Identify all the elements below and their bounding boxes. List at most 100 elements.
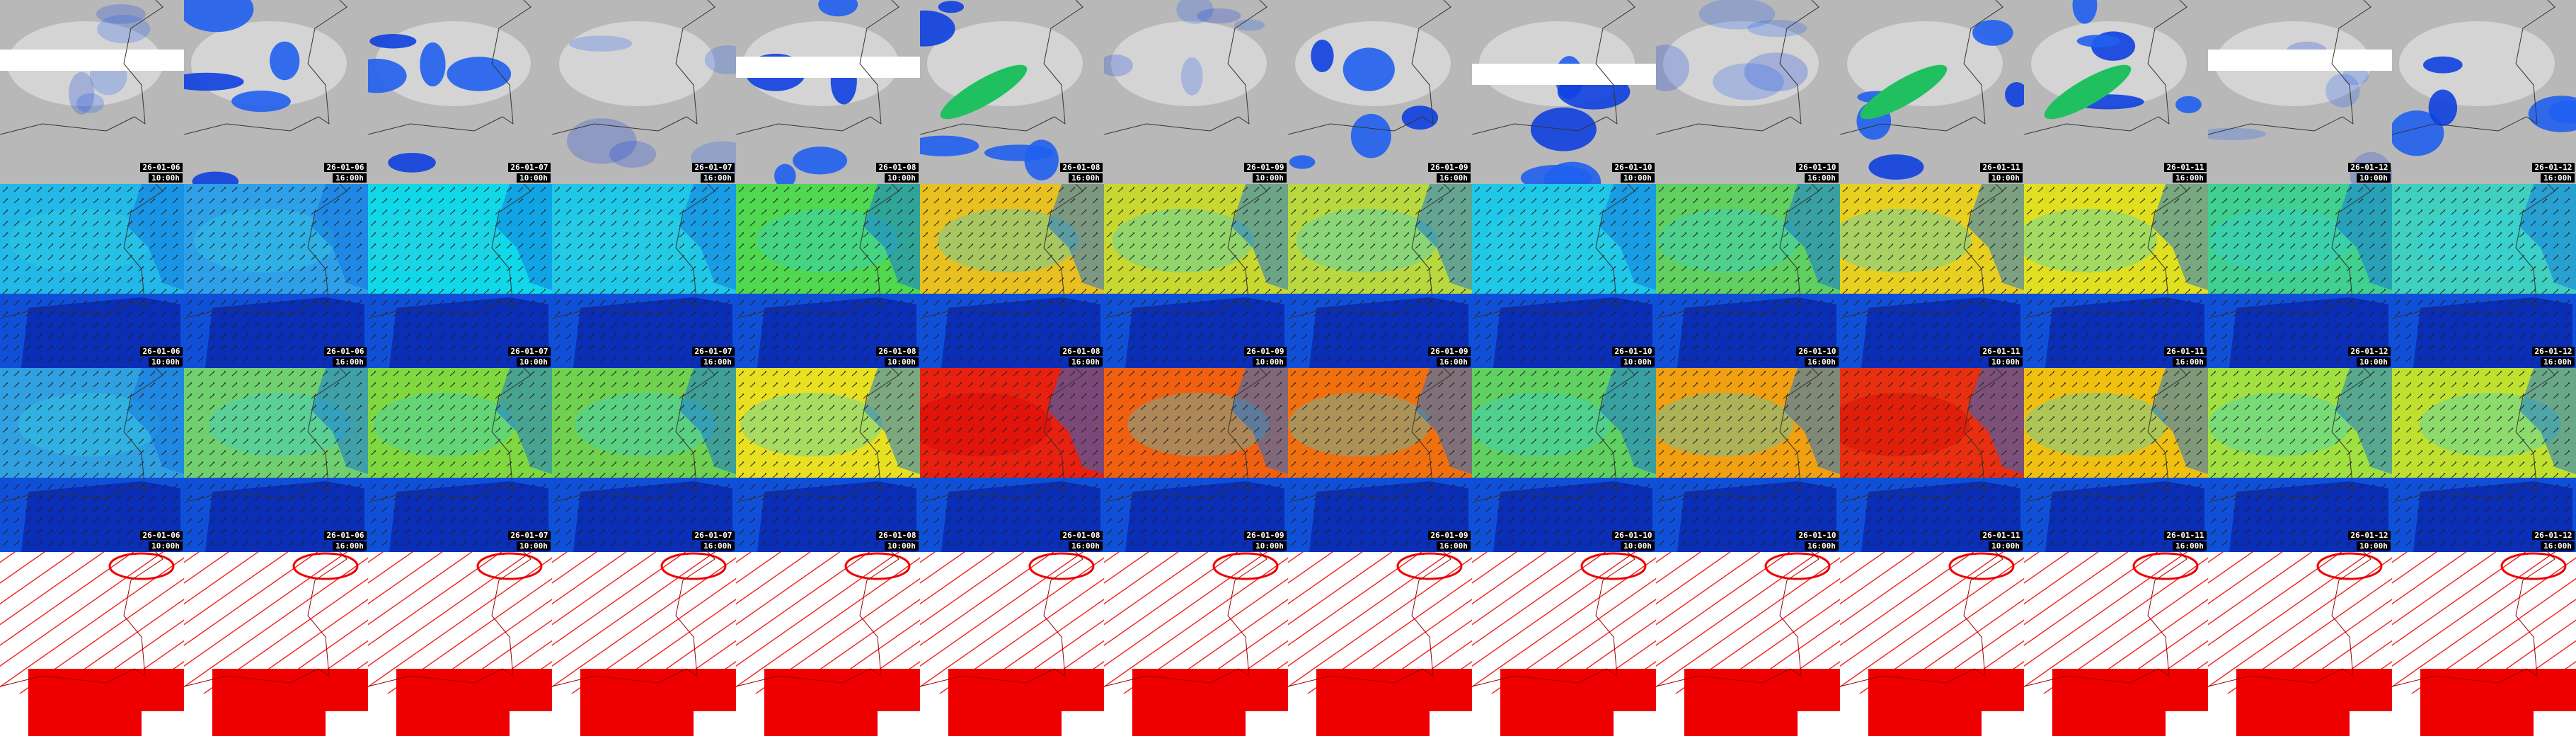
frame-time: 10:00h [1991, 357, 2020, 367]
wind-barbs [1840, 368, 2024, 552]
isobar-cluster [1948, 552, 2015, 580]
frame-date: 26-01-06 [143, 531, 180, 540]
time-box [2173, 173, 2207, 183]
frame-date: 26-01-12 [2351, 531, 2388, 540]
precip [369, 33, 417, 49]
time-box [1621, 541, 1655, 551]
coastline [2024, 0, 2187, 135]
wind-barbs [1288, 184, 1472, 368]
wind-barbs [552, 368, 736, 552]
precip [1342, 47, 1395, 91]
frame-date: 26-01-11 [2167, 347, 2204, 356]
wind-barbs [1472, 368, 1656, 552]
wind-barbs [2208, 184, 2392, 368]
frame-date: 26-01-08 [879, 163, 916, 172]
wind-barbs [920, 184, 1104, 368]
date-box [1428, 347, 1471, 356]
date-box [876, 531, 919, 540]
precip [2325, 74, 2360, 108]
wind-barbs [368, 184, 552, 368]
frame-time: 10:00h [519, 541, 548, 551]
precip [1350, 113, 1391, 159]
time-box [2173, 541, 2207, 551]
precip [76, 93, 105, 113]
time-box [701, 541, 735, 551]
time-box [1989, 173, 2023, 183]
time-box [2541, 357, 2575, 367]
date-box [1980, 163, 2023, 172]
cloud [375, 21, 531, 106]
isobar-cluster [1028, 552, 1095, 580]
frame-date: 26-01-07 [511, 531, 548, 540]
coastline [1840, 0, 2003, 135]
precip [1543, 161, 1602, 184]
precip [1656, 45, 1690, 91]
frame-date: 26-01-08 [1063, 347, 1100, 356]
date-box [1428, 163, 1471, 172]
coastline [184, 552, 347, 687]
date-box [1612, 347, 1655, 356]
time-box [1621, 173, 1655, 183]
coastline [1840, 184, 2003, 319]
wind-barbs [0, 368, 184, 552]
date-box [2164, 531, 2207, 540]
precip [2342, 66, 2369, 86]
time-box [2357, 541, 2391, 551]
frame-time: 16:00h [1071, 541, 1100, 551]
wind-barbs [368, 368, 552, 552]
coastline [0, 184, 163, 319]
isobar-cluster [1764, 552, 1831, 580]
frame-time: 10:00h [1991, 541, 2020, 551]
precip [368, 59, 407, 93]
frame-date: 26-01-10 [1615, 163, 1652, 172]
coastline [920, 0, 1083, 135]
frame-time: 16:00h [335, 173, 364, 183]
frame-time: 10:00h [2359, 541, 2388, 551]
map-cell [1288, 552, 1472, 736]
frame-time: 10:00h [1255, 357, 1284, 367]
map-cell [1840, 552, 2024, 736]
frame-time: 16:00h [1807, 357, 1836, 367]
coastline [2024, 552, 2187, 687]
precip [920, 10, 955, 47]
label-box [2166, 711, 2208, 736]
frame-date: 26-01-11 [1983, 163, 2020, 172]
time-box [517, 541, 551, 551]
frame-date: 26-01-08 [1063, 531, 1100, 540]
coastline [368, 368, 531, 503]
map-cell [920, 552, 1104, 736]
isobar-cluster [2500, 552, 2567, 580]
frame-time: 16:00h [703, 173, 732, 183]
frame-time: 10:00h [1255, 173, 1284, 183]
time-box [1437, 173, 1471, 183]
precip [1744, 52, 1808, 92]
time-box [2357, 173, 2391, 183]
coastline [2208, 0, 2371, 135]
date-box [2164, 163, 2207, 172]
frame-date: 26-01-06 [327, 531, 364, 540]
isobar-cluster [292, 552, 359, 580]
coastline [1288, 368, 1451, 503]
precip [609, 141, 657, 168]
precip [2005, 82, 2024, 108]
coastline [1104, 0, 1267, 135]
frame-time: 10:00h [1255, 541, 1284, 551]
precip [1747, 19, 1807, 38]
frame-date: 26-01-09 [1431, 531, 1468, 540]
frame-time: 16:00h [2543, 173, 2572, 183]
frame-time: 10:00h [1991, 173, 2020, 183]
frame-date: 26-01-06 [143, 347, 180, 356]
frame-date: 26-01-09 [1247, 531, 1284, 540]
frame-date: 26-01-12 [2535, 531, 2572, 540]
date-box [324, 347, 367, 356]
